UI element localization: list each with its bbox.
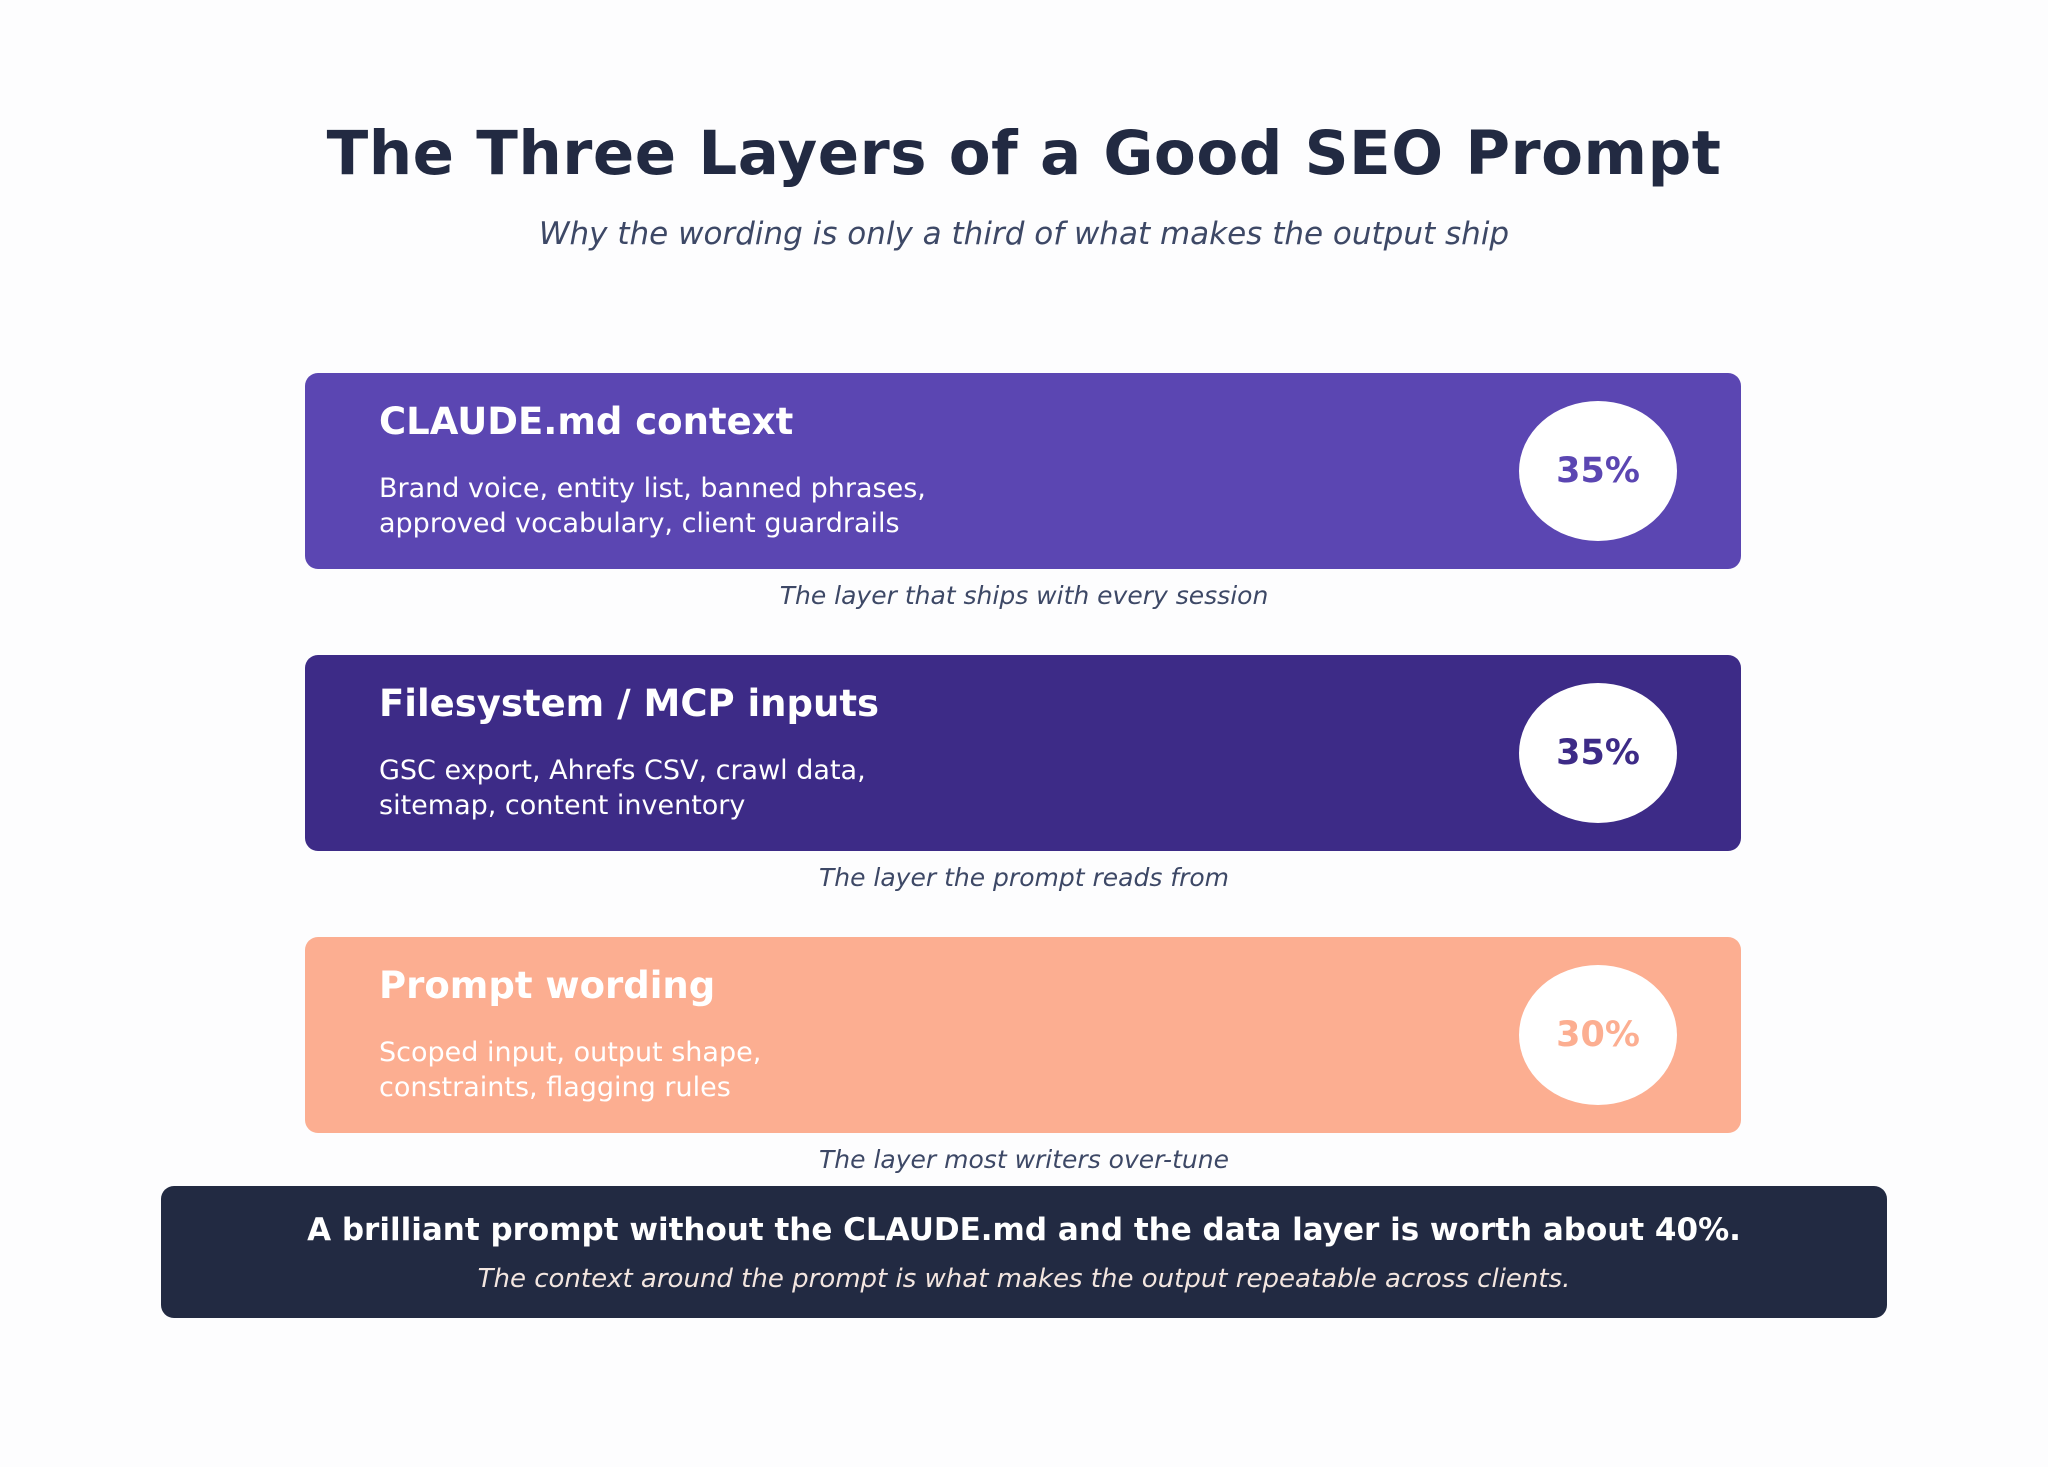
layer-description-line: approved vocabulary, client guardrails xyxy=(379,508,900,539)
layer-card-filesystem-mcp: Filesystem / MCP inputs GSC export, Ahre… xyxy=(305,655,1741,851)
layer-name: CLAUDE.md context xyxy=(379,400,794,443)
layer-percent-badge: 35% xyxy=(1519,401,1677,541)
layer-name: Filesystem / MCP inputs xyxy=(379,682,880,725)
layer-caption: The layer most writers over-tune xyxy=(819,1145,1229,1174)
layer-description: Brand voice, entity list, banned phrases… xyxy=(379,471,926,541)
summary-subtext: The context around the prompt is what ma… xyxy=(477,1264,1571,1294)
layer-percent-badge: 35% xyxy=(1519,683,1677,823)
layer-description-line: Scoped input, output shape, xyxy=(379,1037,762,1068)
layer-description-line: sitemap, content inventory xyxy=(379,790,746,821)
layer-description-line: Brand voice, entity list, banned phrases… xyxy=(379,473,926,504)
layer-percent-badge: 30% xyxy=(1519,965,1677,1105)
layer-description-line: GSC export, Ahrefs CSV, crawl data, xyxy=(379,755,866,786)
page-subtitle: Why the wording is only a third of what … xyxy=(538,216,1510,252)
layer-description: Scoped input, output shape, constraints,… xyxy=(379,1035,761,1105)
layer-caption: The layer that ships with every session xyxy=(779,581,1269,610)
layer-description-line: constraints, flagging rules xyxy=(379,1072,731,1103)
page-title: The Three Layers of a Good SEO Prompt xyxy=(326,118,1722,189)
layer-caption: The layer the prompt reads from xyxy=(818,863,1230,892)
summary-banner: A brilliant prompt without the CLAUDE.md… xyxy=(161,1186,1887,1318)
layer-name: Prompt wording xyxy=(379,964,716,1007)
layer-card-prompt-wording: Prompt wording Scoped input, output shap… xyxy=(305,937,1741,1133)
layer-description: GSC export, Ahrefs CSV, crawl data, site… xyxy=(379,753,866,823)
layer-card-claude-md: CLAUDE.md context Brand voice, entity li… xyxy=(305,373,1741,569)
summary-headline: A brilliant prompt without the CLAUDE.md… xyxy=(307,1212,1741,1248)
